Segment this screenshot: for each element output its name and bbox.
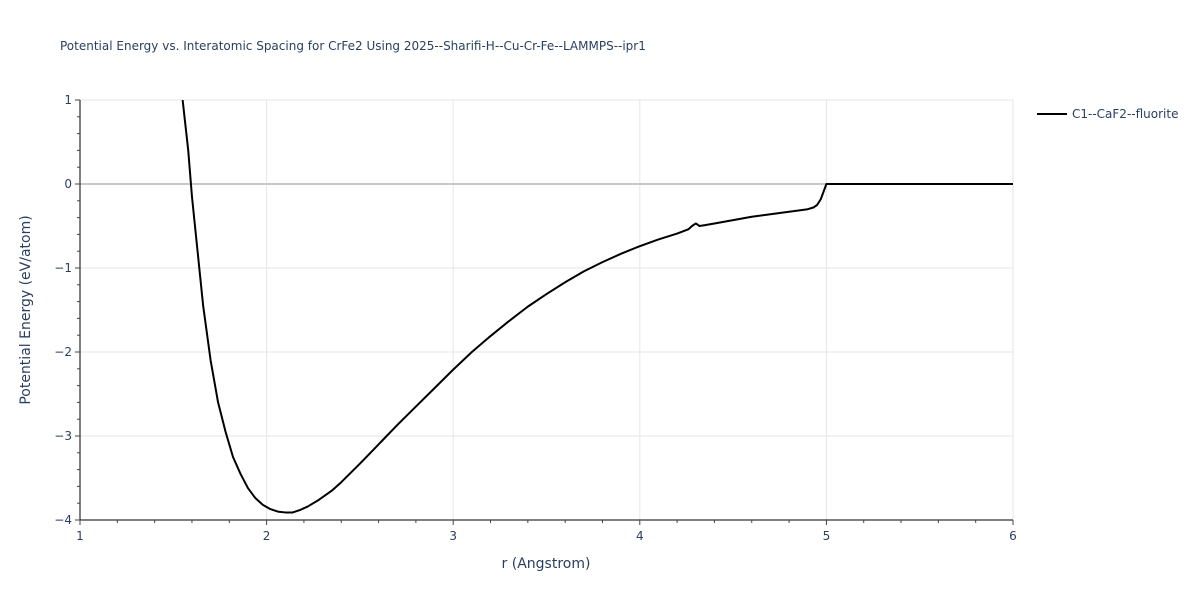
y-tick-label: −2 [54,345,72,359]
x-tick-label: 2 [263,529,271,543]
y-tick-label: −3 [54,429,72,443]
legend[interactable]: C1--CaF2--fluorite [1037,107,1178,121]
x-tick-label: 1 [76,529,84,543]
series-layer [181,100,1013,514]
legend-entry-label: C1--CaF2--fluorite [1072,107,1178,121]
x-tick-label: 3 [449,529,457,543]
x-tick-label: 6 [1009,529,1017,543]
axis-layer: 1 2 3 4 5 6 −4 −3 −2 −1 0 1 [54,93,1017,543]
y-tick-label: 1 [64,93,72,107]
x-tick-label: 4 [636,529,644,543]
y-tick-label: 0 [64,177,72,191]
x-tick-label: 5 [823,529,831,543]
y-tick-label: −4 [54,513,72,527]
grid-layer [80,99,1014,520]
chart-title: Potential Energy vs. Interatomic Spacing… [60,39,646,53]
series-line [181,100,1013,514]
x-axis-title: r (Angstrom) [502,556,591,572]
y-axis-title: Potential Energy (eV/atom) [18,215,34,404]
y-tick-label: −1 [54,261,72,275]
